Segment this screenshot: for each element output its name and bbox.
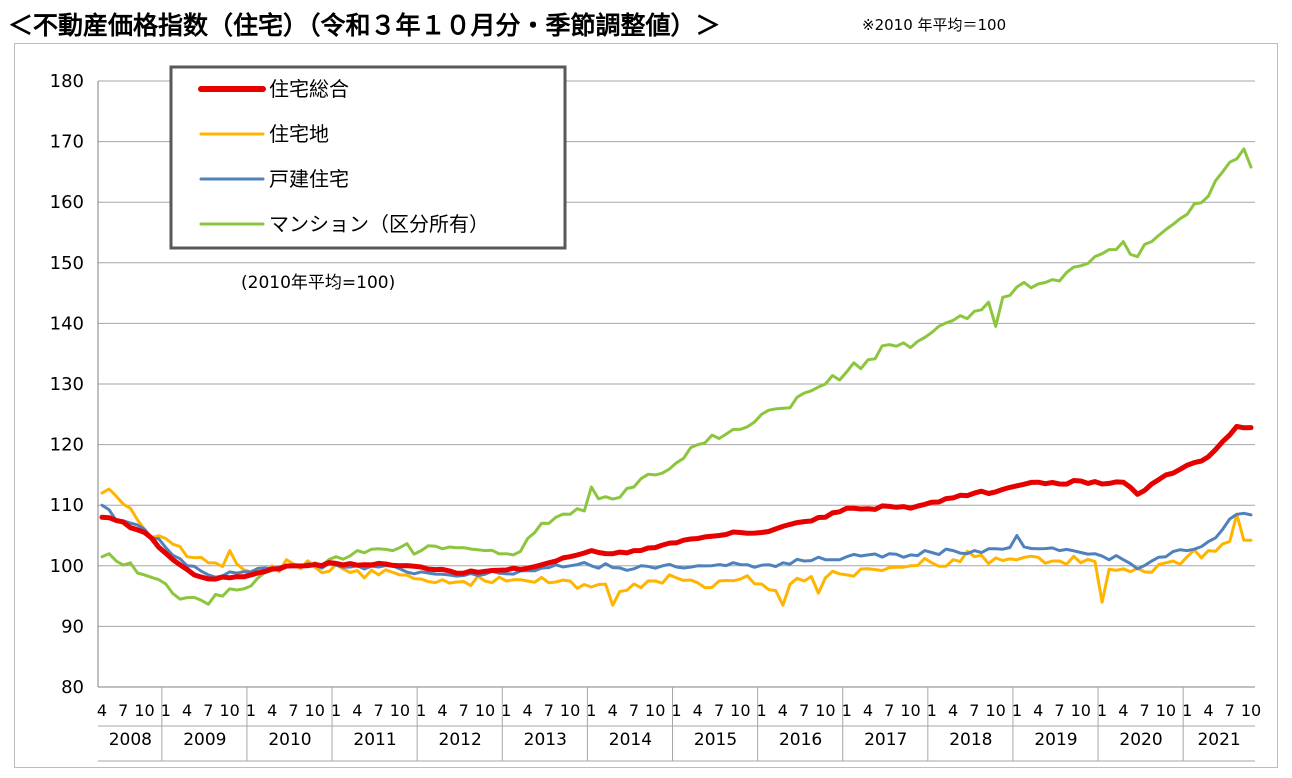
year-label: 2021 bbox=[1197, 730, 1240, 750]
x-tick-label: 7 bbox=[203, 701, 213, 720]
chart-frame: 80 90 100 110 120 130 140 150 160 170 180 4 7 10 1 4 7 10… bbox=[14, 43, 1278, 768]
x-tick-label: 10 bbox=[1241, 701, 1261, 720]
x-tick-label: 1 bbox=[1097, 701, 1107, 720]
x-tick-label: 10 bbox=[219, 701, 239, 720]
x-tick-label: 4 bbox=[608, 701, 618, 720]
year-label: 2015 bbox=[694, 730, 737, 750]
legend-label-3: マンション（区分所有） bbox=[269, 212, 489, 236]
x-tick-label: 10 bbox=[134, 701, 154, 720]
x-tick-label: 7 bbox=[459, 701, 469, 720]
legend-box bbox=[169, 65, 567, 250]
year-label: 2011 bbox=[353, 730, 396, 750]
year-label: 2013 bbox=[524, 730, 567, 750]
x-tick-label: 7 bbox=[118, 701, 128, 720]
x-tick-label: 7 bbox=[799, 701, 809, 720]
x-tick-label: 4 bbox=[778, 701, 788, 720]
y-tick-label: 100 bbox=[50, 556, 84, 577]
x-tick-label: 10 bbox=[900, 701, 920, 720]
x-tick-label: 10 bbox=[1156, 701, 1176, 720]
year-label: 2016 bbox=[779, 730, 822, 750]
x-tick-label: 7 bbox=[969, 701, 979, 720]
year-label: 2009 bbox=[183, 730, 226, 750]
x-tick-label: 7 bbox=[1225, 701, 1235, 720]
y-tick-label: 110 bbox=[50, 495, 84, 516]
x-tick-label: 7 bbox=[544, 701, 554, 720]
x-tick-label: 7 bbox=[1140, 701, 1150, 720]
y-tick-label: 180 bbox=[50, 71, 84, 92]
x-tick-label: 4 bbox=[863, 701, 873, 720]
y-tick-label: 80 bbox=[61, 677, 84, 698]
legend-label-1: 住宅地 bbox=[269, 122, 329, 146]
x-tick-label: 10 bbox=[730, 701, 750, 720]
x-tick-label: 1 bbox=[246, 701, 256, 720]
x-tick-label: 10 bbox=[815, 701, 835, 720]
x-tick-label: 7 bbox=[374, 701, 384, 720]
y-tick-label: 130 bbox=[50, 374, 84, 395]
x-tick-label: 4 bbox=[1118, 701, 1128, 720]
x-tick-label: 1 bbox=[757, 701, 767, 720]
x-tick-label: 4 bbox=[522, 701, 532, 720]
x-tick-label: 4 bbox=[437, 701, 447, 720]
x-tick-label: 10 bbox=[985, 701, 1005, 720]
x-tick-label: 10 bbox=[305, 701, 325, 720]
x-tick-label: 1 bbox=[331, 701, 341, 720]
y-tick-label: 90 bbox=[61, 616, 84, 637]
series-line-1 bbox=[100, 487, 1253, 607]
series-line-0 bbox=[99, 423, 1254, 582]
year-label: 2019 bbox=[1034, 730, 1077, 750]
x-tick-label: 1 bbox=[927, 701, 937, 720]
year-label: 2010 bbox=[268, 730, 311, 750]
x-tick-label: 1 bbox=[671, 701, 681, 720]
x-tick-label: 7 bbox=[288, 701, 298, 720]
x-tick-label: 10 bbox=[475, 701, 495, 720]
legend-label-2: 戸建住宅 bbox=[269, 167, 349, 191]
x-tick-label: 10 bbox=[390, 701, 410, 720]
year-label: 2017 bbox=[864, 730, 907, 750]
chart-subtitle: (2010年平均=100) bbox=[241, 273, 395, 293]
x-tick-label: 4 bbox=[1033, 701, 1043, 720]
x-tick-label: 1 bbox=[842, 701, 852, 720]
x-tick-label: 4 bbox=[693, 701, 703, 720]
y-tick-label: 170 bbox=[50, 132, 84, 153]
x-tick-label: 1 bbox=[1012, 701, 1022, 720]
legend-label-0: 住宅総合 bbox=[269, 77, 349, 101]
base-year-note: ※2010 年平均＝100 bbox=[862, 16, 1007, 34]
page-title: ＜不動産価格指数（住宅）（令和３年１０月分・季節調整値）＞ bbox=[8, 11, 721, 40]
x-tick-label: 1 bbox=[1182, 701, 1192, 720]
year-label: 2014 bbox=[609, 730, 652, 750]
x-tick-label: 4 bbox=[352, 701, 362, 720]
year-label: 2012 bbox=[439, 730, 482, 750]
x-tick-label: 7 bbox=[884, 701, 894, 720]
x-tick-label: 1 bbox=[161, 701, 171, 720]
x-tick-label: 4 bbox=[948, 701, 958, 720]
y-tick-label: 120 bbox=[50, 435, 84, 456]
x-tick-label: 1 bbox=[501, 701, 511, 720]
x-tick-label: 7 bbox=[714, 701, 724, 720]
x-tick-label: 4 bbox=[1203, 701, 1213, 720]
x-tick-label: 1 bbox=[416, 701, 426, 720]
x-tick-label: 4 bbox=[182, 701, 192, 720]
x-tick-label: 7 bbox=[629, 701, 639, 720]
x-tick-label: 4 bbox=[267, 701, 277, 720]
y-tick-label: 150 bbox=[50, 253, 84, 274]
x-tick-label: 10 bbox=[560, 701, 580, 720]
x-tick-label: 4 bbox=[97, 701, 107, 720]
x-tick-label: 7 bbox=[1054, 701, 1064, 720]
y-tick-label: 140 bbox=[50, 313, 84, 334]
x-tick-label: 10 bbox=[1071, 701, 1091, 720]
series-layer bbox=[99, 147, 1254, 607]
x-tick-label: 1 bbox=[586, 701, 596, 720]
year-label: 2020 bbox=[1119, 730, 1162, 750]
x-tick-label: 10 bbox=[645, 701, 665, 720]
year-label: 2008 bbox=[109, 730, 152, 750]
y-tick-label: 160 bbox=[50, 192, 84, 213]
year-label: 2018 bbox=[949, 730, 992, 750]
